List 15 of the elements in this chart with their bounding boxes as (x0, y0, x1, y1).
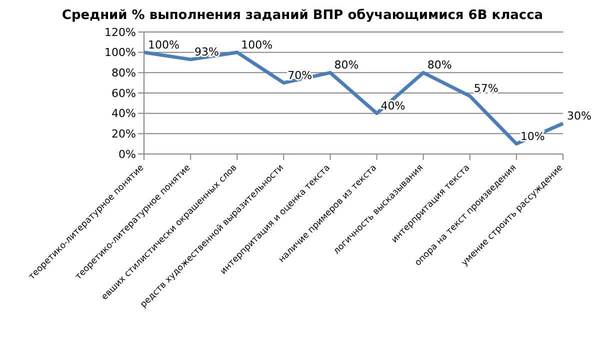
data-label: 80% (427, 58, 452, 72)
data-label: 57% (474, 82, 498, 96)
data-label: 93% (194, 45, 220, 58)
y-tick-label: 80% (112, 66, 136, 80)
chart-title: Средний % выполнения заданий ВПР обучающимися 6В класса (60, 8, 544, 25)
y-tick-label: 40% (112, 107, 136, 120)
y-tick-label: 100% (104, 46, 136, 60)
y-tick-label: 60% (112, 86, 136, 100)
y-tick-label: 0% (118, 148, 136, 161)
data-label: 30% (567, 110, 592, 122)
data-label: 100% (241, 38, 273, 52)
y-tick-label: 20% (112, 128, 136, 141)
y-tick-label: 120% (104, 26, 136, 39)
data-label: 100% (148, 38, 180, 52)
data-label: 80% (334, 58, 359, 72)
